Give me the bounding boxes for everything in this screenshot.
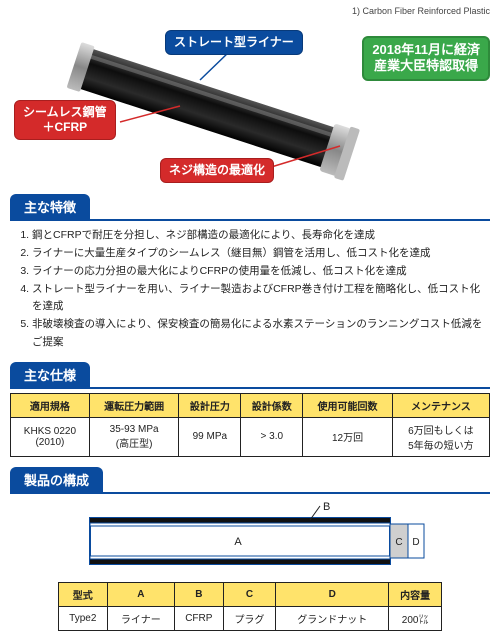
comp-h3: C bbox=[223, 582, 276, 606]
comp-h0: 型式 bbox=[59, 582, 108, 606]
comp-h5: 内容量 bbox=[389, 582, 442, 606]
spec-h0: 適用規格 bbox=[11, 393, 90, 417]
section-spec: 主な仕様 bbox=[10, 362, 490, 389]
footnote-text: 1) Carbon Fiber Reinforced Plastic bbox=[10, 6, 490, 16]
spec-h3: 設計係数 bbox=[241, 393, 303, 417]
callout-approval: 2018年11月に経済 産業大臣特認取得 bbox=[362, 36, 490, 81]
table-row: 適用規格 運転圧力範囲 設計圧力 設計係数 使用可能回数 メンテナンス bbox=[11, 393, 490, 417]
section-composition: 製品の構成 bbox=[10, 467, 490, 494]
features-list: 鋼とCFRPで耐圧を分担し、ネジ部構造の最適化により、長寿命化を達成 ライナーに… bbox=[32, 227, 486, 352]
callout-screw: ネジ構造の最適化 bbox=[160, 158, 274, 183]
hero-region: ストレート型ライナー シームレス鋼管 ＋CFRP ネジ構造の最適化 2018年1… bbox=[10, 18, 490, 188]
spec-c3: > 3.0 bbox=[241, 417, 303, 456]
callout-seamless: シームレス鋼管 ＋CFRP bbox=[14, 100, 116, 140]
diagram-label-B: B bbox=[323, 502, 330, 513]
spec-c5: 6万回もしくは 5年毎の短い方 bbox=[392, 417, 489, 456]
spec-c2: 99 MPa bbox=[179, 417, 241, 456]
spec-h5: メンテナンス bbox=[392, 393, 489, 417]
section-features: 主な特徴 bbox=[10, 194, 490, 221]
comp-c1: ライナー bbox=[107, 606, 174, 630]
table-row: KHKS 0220 (2010) 35-93 MPa (高圧型) 99 MPa … bbox=[11, 417, 490, 456]
feature-item: ストレート型ライナーを用い、ライナー製造およびCFRP巻き付け工程を簡略化し、低… bbox=[32, 281, 486, 317]
comp-c2: CFRP bbox=[175, 606, 224, 630]
feature-item: 鋼とCFRPで耐圧を分担し、ネジ部構造の最適化により、長寿命化を達成 bbox=[32, 227, 486, 245]
feature-item: ライナーに大量生産タイプのシームレス（継目無）鋼管を活用し、低コスト化を達成 bbox=[32, 245, 486, 263]
spec-c0: KHKS 0220 (2010) bbox=[11, 417, 90, 456]
comp-c4: グランドナット bbox=[276, 606, 389, 630]
comp-h4: D bbox=[276, 582, 389, 606]
composition-diagram: B A C D bbox=[70, 502, 430, 578]
diagram-label-D: D bbox=[412, 537, 419, 548]
table-row: Type2 ライナー CFRP プラグ グランドナット 200㍑ bbox=[59, 606, 442, 630]
spec-h4: 使用可能回数 bbox=[303, 393, 393, 417]
spec-h1: 運転圧力範囲 bbox=[89, 393, 179, 417]
comp-h2: B bbox=[175, 582, 224, 606]
feature-item: ライナーの応力分担の最大化によりCFRPの使用量を低減し、低コスト化を達成 bbox=[32, 263, 486, 281]
comp-c5: 200㍑ bbox=[389, 606, 442, 630]
spec-h2: 設計圧力 bbox=[179, 393, 241, 417]
composition-title: 製品の構成 bbox=[10, 467, 103, 492]
feature-item: 非破壊検査の導入により、保安検査の簡易化による水素ステーションのランニングコスト… bbox=[32, 316, 486, 352]
spec-c4: 12万回 bbox=[303, 417, 393, 456]
comp-c3: プラグ bbox=[223, 606, 276, 630]
spec-title: 主な仕様 bbox=[10, 362, 90, 387]
diagram-label-C: C bbox=[395, 537, 402, 548]
spec-table: 適用規格 運転圧力範囲 設計圧力 設計係数 使用可能回数 メンテナンス KHKS… bbox=[10, 393, 490, 457]
features-title: 主な特徴 bbox=[10, 194, 90, 219]
callout-straight-liner: ストレート型ライナー bbox=[165, 30, 303, 55]
comp-c0: Type2 bbox=[59, 606, 108, 630]
comp-h1: A bbox=[107, 582, 174, 606]
diagram-label-A: A bbox=[234, 536, 242, 548]
table-row: 型式 A B C D 内容量 bbox=[59, 582, 442, 606]
composition-table: 型式 A B C D 内容量 Type2 ライナー CFRP プラグ グランドナ… bbox=[58, 582, 442, 631]
spec-c1: 35-93 MPa (高圧型) bbox=[89, 417, 179, 456]
